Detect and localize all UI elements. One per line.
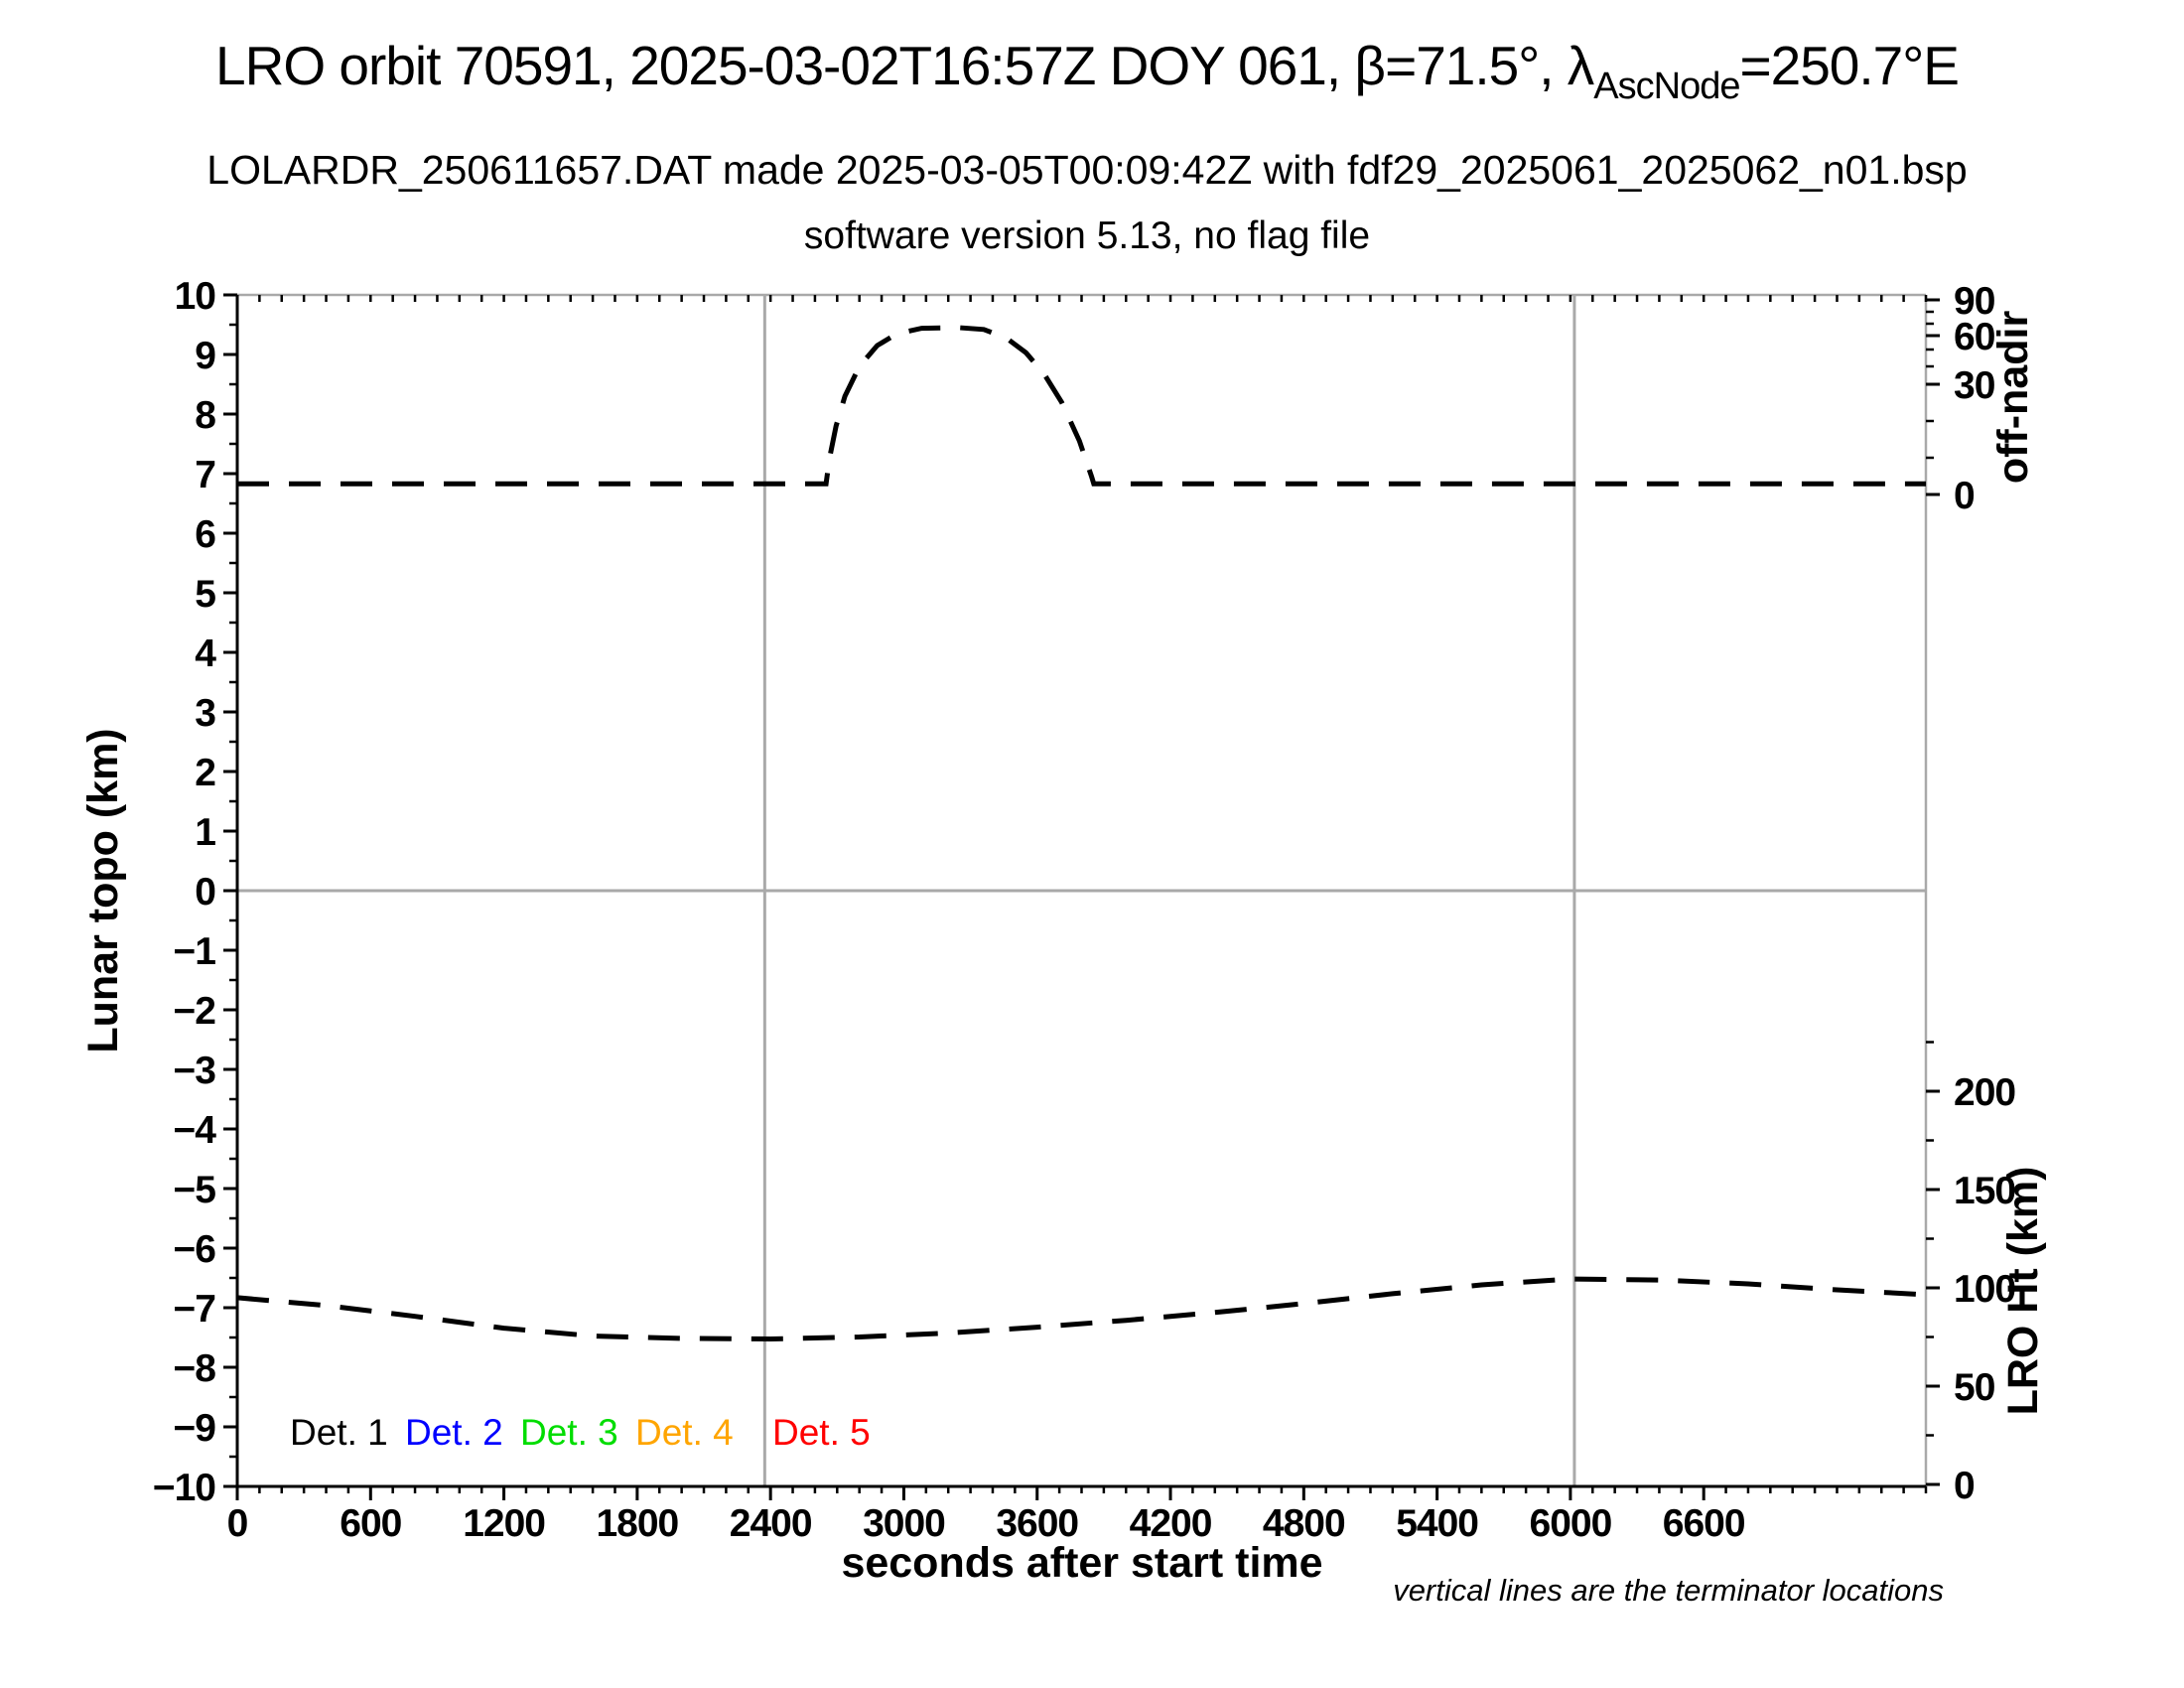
lroht-tick-label: 150 bbox=[1954, 1170, 2015, 1212]
x-tick-label: 6000 bbox=[1530, 1502, 1612, 1545]
left-tick-label: −10 bbox=[153, 1467, 215, 1509]
left-tick-label: 2 bbox=[195, 752, 215, 794]
title-main: LRO orbit 70591, 2025-03-02T16:57Z DOY 0… bbox=[215, 35, 1594, 96]
x-tick-label: 3000 bbox=[863, 1502, 945, 1545]
lro-height-curve bbox=[236, 1276, 1927, 1342]
left-tick-label: 6 bbox=[195, 513, 215, 556]
left-tick-label: −6 bbox=[174, 1228, 216, 1271]
left-tick-label: −4 bbox=[174, 1109, 217, 1152]
x-axis-title: seconds after start time bbox=[841, 1539, 1322, 1587]
x-tick-label: 600 bbox=[340, 1502, 401, 1545]
x-tick-label: 1800 bbox=[596, 1502, 678, 1545]
left-tick-label: 5 bbox=[195, 573, 215, 616]
terminator-note: vertical lines are the terminator locati… bbox=[1393, 1573, 1944, 1608]
legend-label-det4: Det. 4 bbox=[635, 1412, 734, 1453]
left-tick-label: 1 bbox=[195, 811, 215, 854]
lroht-tick-label: 50 bbox=[1954, 1366, 1995, 1409]
subtitle-version-line: software version 5.13, no flag file bbox=[803, 214, 1371, 257]
offnadir-tick-label: 90 bbox=[1954, 280, 1995, 323]
left-tick-label: −3 bbox=[174, 1050, 216, 1092]
subtitle-file-line: LOLARDR_250611657.DAT made 2025-03-05T00… bbox=[206, 147, 1968, 193]
x-tick-label: 0 bbox=[227, 1502, 248, 1545]
legend-label-det1: Det. 1 bbox=[290, 1412, 388, 1453]
left-tick-label: 7 bbox=[195, 454, 215, 496]
legend-label-det5: Det. 5 bbox=[772, 1412, 871, 1453]
x-tick-label: 1200 bbox=[463, 1502, 545, 1545]
left-tick-label: −5 bbox=[174, 1169, 216, 1211]
left-axis-title: Lunar topo (km) bbox=[79, 728, 127, 1053]
legend-label-det2: Det. 2 bbox=[405, 1412, 503, 1453]
x-tick-label: 5400 bbox=[1396, 1502, 1478, 1545]
lroht-tick-label: 100 bbox=[1954, 1268, 2015, 1311]
title-lambda-subscript: AscNode bbox=[1593, 66, 1740, 107]
left-tick-label: −2 bbox=[174, 990, 216, 1033]
left-tick-label: 4 bbox=[195, 633, 216, 675]
lroht-tick-label: 0 bbox=[1954, 1465, 1975, 1507]
left-tick-label: 0 bbox=[195, 871, 215, 914]
left-tick-label: 3 bbox=[195, 692, 215, 735]
left-tick-label: −9 bbox=[174, 1407, 216, 1450]
left-tick-label: 9 bbox=[195, 335, 215, 377]
left-tick-label: 8 bbox=[195, 394, 215, 437]
offnadir-tick-label: 30 bbox=[1954, 364, 1995, 407]
right-top-axis-title: off-nadir bbox=[1989, 311, 2037, 485]
title-tail: =250.7°E bbox=[1739, 35, 1960, 96]
lroht-tick-label: 200 bbox=[1954, 1071, 2015, 1114]
x-tick-label: 4800 bbox=[1263, 1502, 1345, 1545]
offnadir-tick-label: 0 bbox=[1954, 475, 1975, 517]
left-tick-label: −1 bbox=[174, 930, 216, 973]
left-tick-label: −8 bbox=[174, 1347, 216, 1390]
page-title: LRO orbit 70591, 2025-03-02T16:57Z DOY 0… bbox=[0, 34, 2174, 108]
right-bottom-axis-title: LRO Ht (km) bbox=[1999, 1167, 2047, 1416]
off-nadir-curve bbox=[237, 325, 1926, 487]
legend-label-det3: Det. 3 bbox=[520, 1412, 618, 1453]
x-tick-label: 4200 bbox=[1130, 1502, 1212, 1545]
left-tick-label: −7 bbox=[174, 1288, 215, 1331]
x-tick-label: 2400 bbox=[730, 1502, 812, 1545]
x-tick-label: 6600 bbox=[1663, 1502, 1745, 1545]
chart-generated-layer: 0 600 1200 1800 2400 3000 3600 4200 4800 5400 6000… bbox=[153, 275, 2017, 1545]
offnadir-tick-label: 60 bbox=[1954, 316, 1995, 358]
x-tick-label: 3600 bbox=[996, 1502, 1078, 1545]
left-tick-label: 10 bbox=[175, 275, 216, 318]
